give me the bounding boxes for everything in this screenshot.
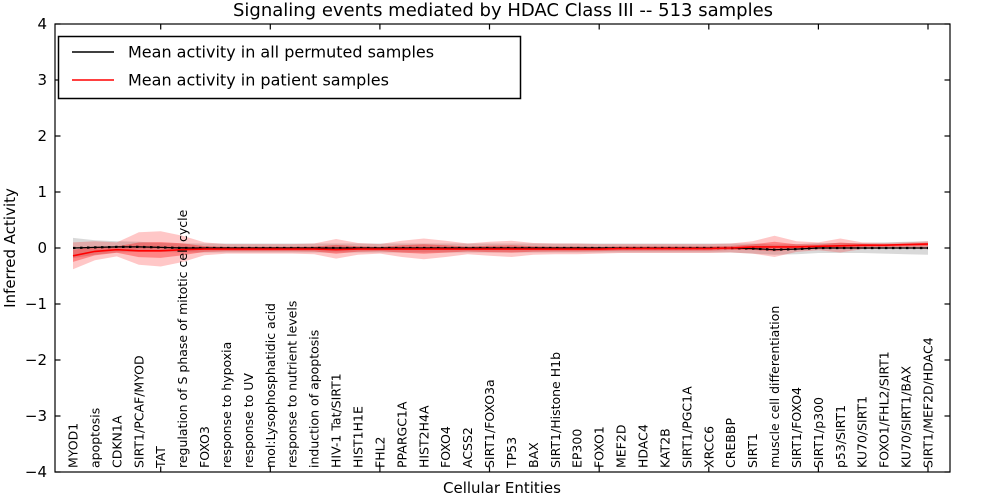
x-category-label: SIRT1/Histone H1b <box>548 352 563 468</box>
x-category-label: PPARGC1A <box>394 401 409 468</box>
confidence-bands <box>73 231 928 270</box>
x-category-label: MYOD1 <box>66 423 81 468</box>
x-category-label: TP53 <box>504 437 519 469</box>
patient-band-inner <box>73 241 928 262</box>
y-tick-label: −2 <box>25 351 47 369</box>
y-tick-label: −1 <box>25 295 47 313</box>
x-category-label: XRCC6 <box>701 426 716 468</box>
x-category-label: induction of apoptosis <box>307 330 322 468</box>
x-category-label: FOXO1/FHL2/SIRT1 <box>877 351 892 468</box>
y-tick-label: 0 <box>37 239 47 257</box>
x-category-label: EP300 <box>570 429 585 468</box>
x-category-label: HIST1H1E <box>351 406 366 468</box>
x-category-label: CDKN1A <box>109 415 124 468</box>
x-category-label: FHL2 <box>372 436 387 468</box>
legend-label-permuted: Mean activity in all permuted samples <box>128 43 434 62</box>
x-category-label: SIRT1/FOXO4 <box>789 387 804 468</box>
x-category-label: response to UV <box>241 373 256 468</box>
x-category-label: HIV-1 Tat/SIRT1 <box>329 373 344 468</box>
x-category-label: HDAC4 <box>636 424 651 468</box>
chart-title: Signaling events mediated by HDAC Class … <box>233 0 773 21</box>
x-category-label: FOXO4 <box>438 426 453 468</box>
x-category-label: BAX <box>526 442 541 468</box>
x-category-label: mol:Lysophosphatidic acid <box>263 303 278 468</box>
patient-band-outer <box>73 231 928 270</box>
permuted-mean-dash-markers <box>72 245 928 251</box>
x-axis-ticks <box>160 24 929 472</box>
x-category-label: TAT <box>153 446 168 469</box>
x-category-label: apoptosis <box>87 408 102 468</box>
x-category-label: SIRT1/p300 <box>811 397 826 468</box>
y-tick-label: 3 <box>37 71 47 89</box>
x-category-label: ACSS2 <box>460 427 475 468</box>
x-axis-category-labels: MYOD1 apoptosis CDKN1A SIRT1/PCAF/MYOD TAT re… <box>66 209 936 469</box>
x-category-label: KU70/SIRT1/BAX <box>899 366 914 468</box>
legend: Mean activity in all permuted samples Me… <box>57 35 522 100</box>
y-tick-label: −4 <box>25 463 47 481</box>
y-axis-tick-labels: −4 −3 −2 −1 0 1 2 3 4 <box>25 15 47 481</box>
x-category-label: FOXO3 <box>197 426 212 468</box>
x-category-label: CREBBP <box>723 418 738 468</box>
x-category-label: HIST2H4A <box>416 405 431 468</box>
x-category-label: SIRT1/MEF2D/HDAC4 <box>921 337 936 468</box>
x-category-label: FOXO1 <box>592 426 607 468</box>
legend-box <box>57 35 522 100</box>
x-category-label: SIRT1/PCAF/MYOD <box>131 355 146 468</box>
y-axis-ticks <box>55 23 950 473</box>
x-axis-label: Cellular Entities <box>443 479 561 497</box>
legend-label-patient: Mean activity in patient samples <box>128 71 389 90</box>
x-category-label: response to hypoxia <box>219 342 234 468</box>
x-category-label: SIRT1 <box>745 433 760 468</box>
y-axis-label: Inferred Activity <box>1 188 19 308</box>
y-tick-label: 4 <box>37 15 47 33</box>
x-category-label: SIRT1/FOXO3a <box>482 379 497 468</box>
x-category-label: p53/SIRT1 <box>833 405 848 468</box>
patient-mean-line <box>72 243 929 257</box>
x-category-label: response to nutrient levels <box>285 301 300 468</box>
x-category-label: SIRT1/PGC1A <box>679 386 694 468</box>
x-category-label: KU70/SIRT1 <box>855 396 870 468</box>
x-category-label: MEF2D <box>614 425 629 468</box>
x-category-label: muscle cell differentiation <box>767 306 782 468</box>
x-category-label: KAT2B <box>657 428 672 468</box>
series-lines <box>72 243 929 257</box>
y-tick-label: 2 <box>37 127 47 145</box>
x-category-label: regulation of S phase of mitotic cell cy… <box>175 209 190 468</box>
y-tick-label: −3 <box>25 407 47 425</box>
y-tick-label: 1 <box>37 183 47 201</box>
